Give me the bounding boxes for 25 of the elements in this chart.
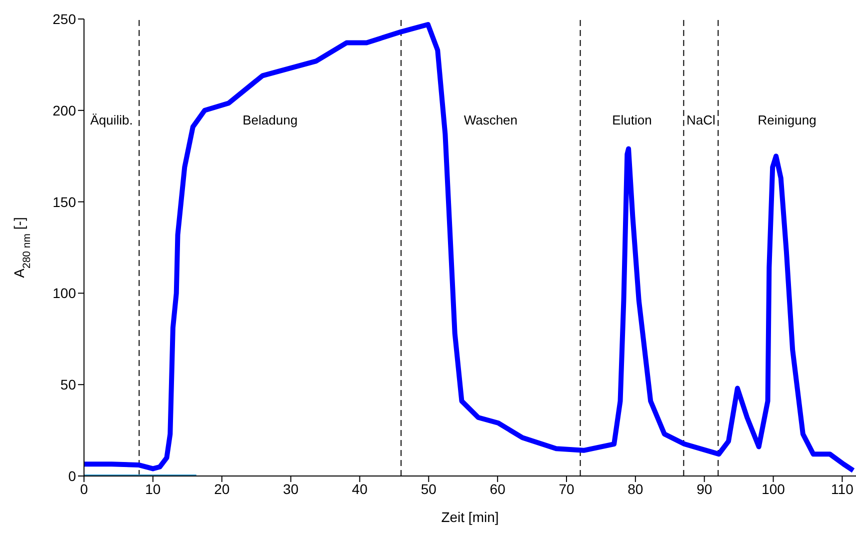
x-tick-label: 50 xyxy=(420,480,437,497)
x-tick-label: 60 xyxy=(490,480,506,497)
x-tick-label: 10 xyxy=(145,480,161,497)
x-tick-label: 80 xyxy=(628,480,644,497)
x-tick-label: 20 xyxy=(214,480,230,497)
y-tick-label: 200 xyxy=(52,102,76,118)
y-tick-label: 250 xyxy=(52,10,76,27)
y-tick-label: 100 xyxy=(52,285,76,302)
y-tick-label: 50 xyxy=(60,376,76,393)
annotation: Waschen xyxy=(464,112,518,128)
x-tick-label: 110 xyxy=(831,480,854,497)
annotation: Beladung xyxy=(242,112,298,128)
x-tick-label: 90 xyxy=(696,480,712,497)
annotation: Elution xyxy=(612,112,652,128)
x-axis-title: Zeit [min] xyxy=(441,509,499,525)
annotation: Reinigung xyxy=(758,112,816,128)
y-tick-label: 150 xyxy=(52,194,76,210)
annotation: NaCl xyxy=(686,112,716,128)
x-tick-label: 0 xyxy=(80,480,88,497)
annotation: Äquilib. xyxy=(90,112,133,128)
y-tick-label: 0 xyxy=(68,468,76,484)
x-tick-label: 100 xyxy=(762,480,786,497)
x-tick-label: 30 xyxy=(282,480,299,497)
x-tick-label: 70 xyxy=(558,480,574,497)
x-tick-label: 40 xyxy=(352,480,368,497)
